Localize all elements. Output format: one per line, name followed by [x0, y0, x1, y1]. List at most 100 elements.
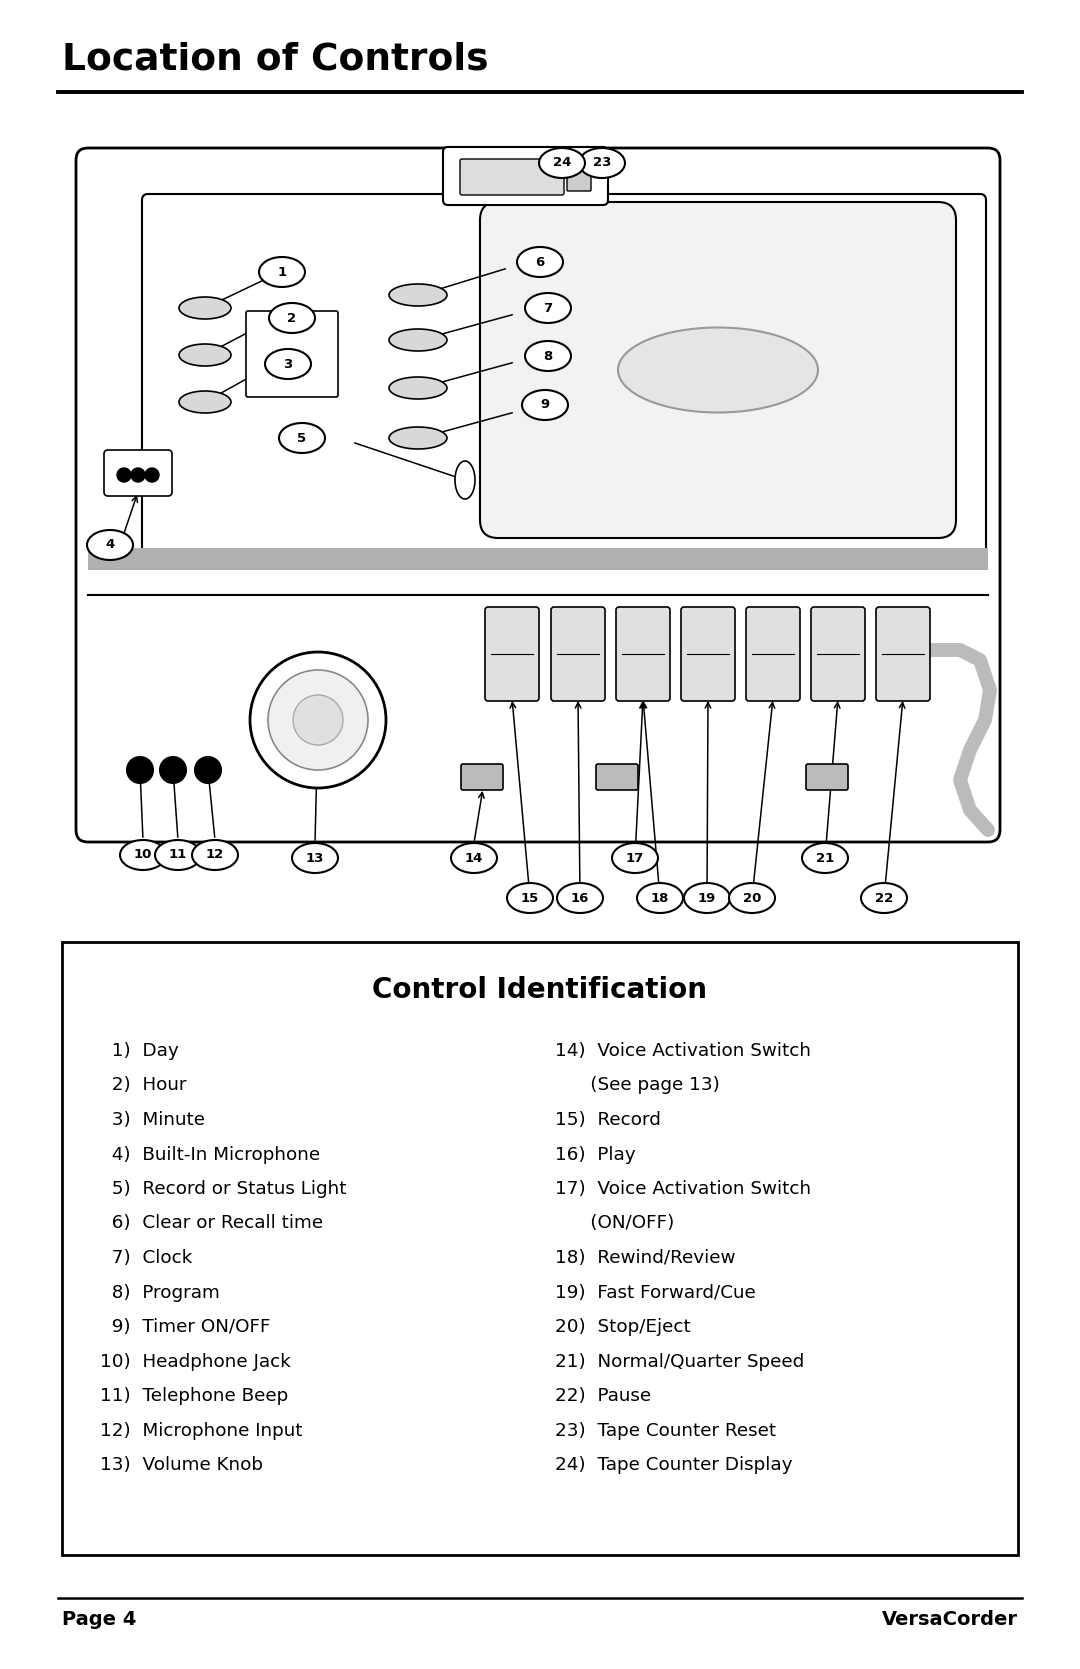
Ellipse shape	[539, 149, 585, 179]
Ellipse shape	[729, 883, 775, 913]
Text: 20)  Stop/Eject: 20) Stop/Eject	[555, 1319, 691, 1335]
Ellipse shape	[192, 840, 238, 870]
Text: 18: 18	[651, 891, 670, 905]
Text: 21)  Normal/Quarter Speed: 21) Normal/Quarter Speed	[555, 1352, 805, 1370]
Ellipse shape	[525, 294, 571, 324]
Text: 5: 5	[297, 432, 307, 444]
Circle shape	[127, 758, 153, 783]
Circle shape	[195, 758, 221, 783]
Text: 14)  Voice Activation Switch: 14) Voice Activation Switch	[555, 1041, 811, 1060]
Ellipse shape	[618, 327, 818, 412]
Ellipse shape	[455, 461, 475, 499]
Circle shape	[160, 758, 186, 783]
Ellipse shape	[259, 257, 305, 287]
FancyBboxPatch shape	[460, 159, 564, 195]
Text: 23)  Tape Counter Reset: 23) Tape Counter Reset	[555, 1422, 777, 1439]
Text: 5)  Record or Status Light: 5) Record or Status Light	[100, 1180, 347, 1198]
Ellipse shape	[265, 349, 311, 379]
Text: 11: 11	[168, 848, 187, 861]
Text: 7: 7	[543, 302, 553, 314]
Text: 19: 19	[698, 891, 716, 905]
Text: 9)  Timer ON/OFF: 9) Timer ON/OFF	[100, 1319, 270, 1335]
Ellipse shape	[389, 329, 447, 350]
FancyBboxPatch shape	[443, 147, 608, 205]
FancyBboxPatch shape	[485, 608, 539, 701]
Ellipse shape	[525, 340, 571, 371]
Ellipse shape	[861, 883, 907, 913]
FancyBboxPatch shape	[876, 608, 930, 701]
Ellipse shape	[120, 840, 166, 870]
Text: 13)  Volume Knob: 13) Volume Knob	[100, 1455, 264, 1474]
Text: Page 4: Page 4	[62, 1611, 136, 1629]
Text: 4: 4	[106, 539, 114, 551]
FancyBboxPatch shape	[551, 608, 605, 701]
Ellipse shape	[87, 531, 133, 561]
Text: 23: 23	[593, 157, 611, 170]
Circle shape	[131, 467, 145, 482]
FancyBboxPatch shape	[596, 764, 638, 789]
FancyBboxPatch shape	[62, 941, 1018, 1556]
Ellipse shape	[179, 344, 231, 366]
Ellipse shape	[522, 391, 568, 421]
Text: 24: 24	[553, 157, 571, 170]
FancyBboxPatch shape	[746, 608, 800, 701]
FancyBboxPatch shape	[461, 764, 503, 789]
Text: Control Identification: Control Identification	[373, 976, 707, 1005]
Ellipse shape	[612, 843, 658, 873]
Text: 3: 3	[283, 357, 293, 371]
Circle shape	[268, 669, 368, 769]
Text: 1: 1	[278, 265, 286, 279]
Ellipse shape	[557, 883, 603, 913]
Ellipse shape	[156, 840, 201, 870]
Text: 17: 17	[626, 851, 644, 865]
FancyBboxPatch shape	[104, 451, 172, 496]
FancyBboxPatch shape	[616, 608, 670, 701]
Ellipse shape	[684, 883, 730, 913]
FancyBboxPatch shape	[811, 608, 865, 701]
Text: Location of Controls: Location of Controls	[62, 42, 488, 78]
Text: 18)  Rewind/Review: 18) Rewind/Review	[555, 1248, 735, 1267]
Text: 3)  Minute: 3) Minute	[100, 1112, 205, 1128]
Text: (ON/OFF): (ON/OFF)	[555, 1215, 674, 1232]
Text: 10)  Headphone Jack: 10) Headphone Jack	[100, 1352, 291, 1370]
Circle shape	[249, 653, 386, 788]
FancyBboxPatch shape	[87, 547, 988, 571]
Ellipse shape	[292, 843, 338, 873]
Text: 7)  Clock: 7) Clock	[100, 1248, 192, 1267]
Ellipse shape	[269, 304, 315, 334]
Ellipse shape	[637, 883, 683, 913]
Text: 12)  Microphone Input: 12) Microphone Input	[100, 1422, 302, 1439]
Text: 6: 6	[536, 255, 544, 269]
Ellipse shape	[389, 284, 447, 305]
Text: 12: 12	[206, 848, 225, 861]
Text: 15)  Record: 15) Record	[555, 1112, 661, 1128]
Text: 17)  Voice Activation Switch: 17) Voice Activation Switch	[555, 1180, 811, 1198]
Ellipse shape	[389, 427, 447, 449]
Text: (See page 13): (See page 13)	[555, 1077, 720, 1095]
FancyBboxPatch shape	[141, 194, 986, 564]
Text: VersaCorder: VersaCorder	[882, 1611, 1018, 1629]
Text: 16)  Play: 16) Play	[555, 1145, 636, 1163]
Text: 15: 15	[521, 891, 539, 905]
FancyBboxPatch shape	[480, 202, 956, 537]
Text: 9: 9	[540, 399, 550, 412]
Circle shape	[293, 694, 343, 744]
Ellipse shape	[579, 149, 625, 179]
Text: 4)  Built-In Microphone: 4) Built-In Microphone	[100, 1145, 320, 1163]
Text: 1)  Day: 1) Day	[100, 1041, 179, 1060]
Text: 21: 21	[815, 851, 834, 865]
Text: 6)  Clear or Recall time: 6) Clear or Recall time	[100, 1215, 323, 1232]
Circle shape	[117, 467, 131, 482]
Ellipse shape	[179, 297, 231, 319]
Ellipse shape	[802, 843, 848, 873]
Text: 2)  Hour: 2) Hour	[100, 1077, 187, 1095]
Ellipse shape	[507, 883, 553, 913]
Text: 16: 16	[571, 891, 590, 905]
FancyBboxPatch shape	[806, 764, 848, 789]
Text: 20: 20	[743, 891, 761, 905]
FancyBboxPatch shape	[681, 608, 735, 701]
Text: 14: 14	[464, 851, 483, 865]
Text: 11)  Telephone Beep: 11) Telephone Beep	[100, 1387, 288, 1405]
FancyBboxPatch shape	[567, 165, 591, 190]
FancyBboxPatch shape	[76, 149, 1000, 841]
